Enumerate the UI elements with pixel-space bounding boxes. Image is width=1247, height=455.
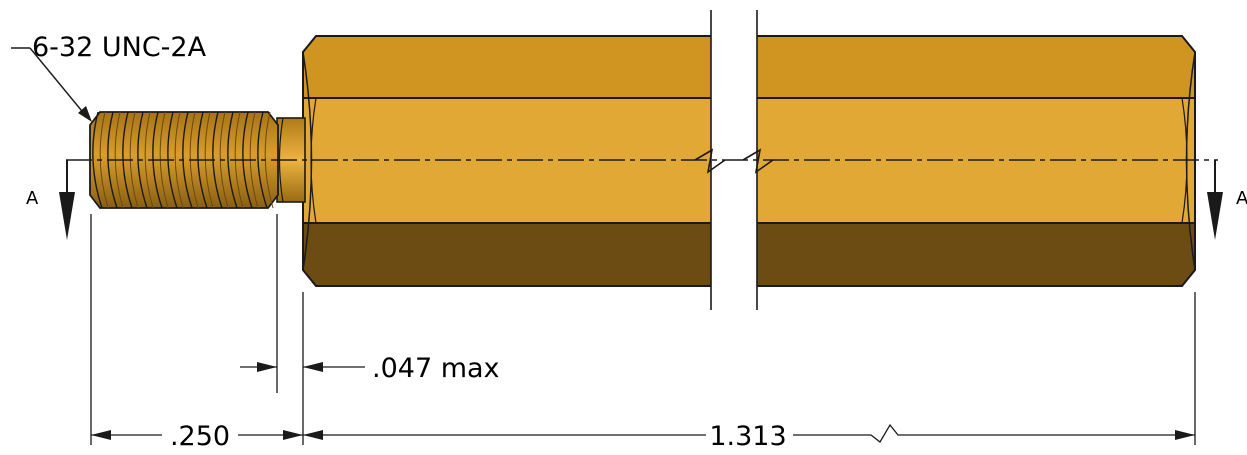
shoulder-gap-value: .047 max xyxy=(372,353,500,384)
hex-body-right xyxy=(757,35,1196,287)
thread-spec-label: 6-32 UNC-2A xyxy=(32,32,207,63)
section-label-right: A xyxy=(1236,188,1247,209)
thread-crest xyxy=(92,111,103,209)
body-length-value: 1.313 xyxy=(709,421,786,452)
thread-crest xyxy=(257,111,268,209)
thread-callout: 6-32 UNC-2A xyxy=(11,32,207,122)
section-arrow-right xyxy=(1207,160,1223,240)
thread-root xyxy=(144,111,154,209)
dimension-shoulder-gap: .047 max xyxy=(240,353,500,384)
thread-crest xyxy=(227,111,238,209)
dimension-body-length: 1.313 xyxy=(303,421,1195,452)
dimension-thread-length: .250 xyxy=(91,421,303,452)
section-arrow-left xyxy=(59,160,75,240)
thread-root xyxy=(174,111,184,209)
thread-length-value: .250 xyxy=(170,421,230,452)
extension-lines xyxy=(90,214,1196,445)
section-label-left: A xyxy=(26,188,39,209)
